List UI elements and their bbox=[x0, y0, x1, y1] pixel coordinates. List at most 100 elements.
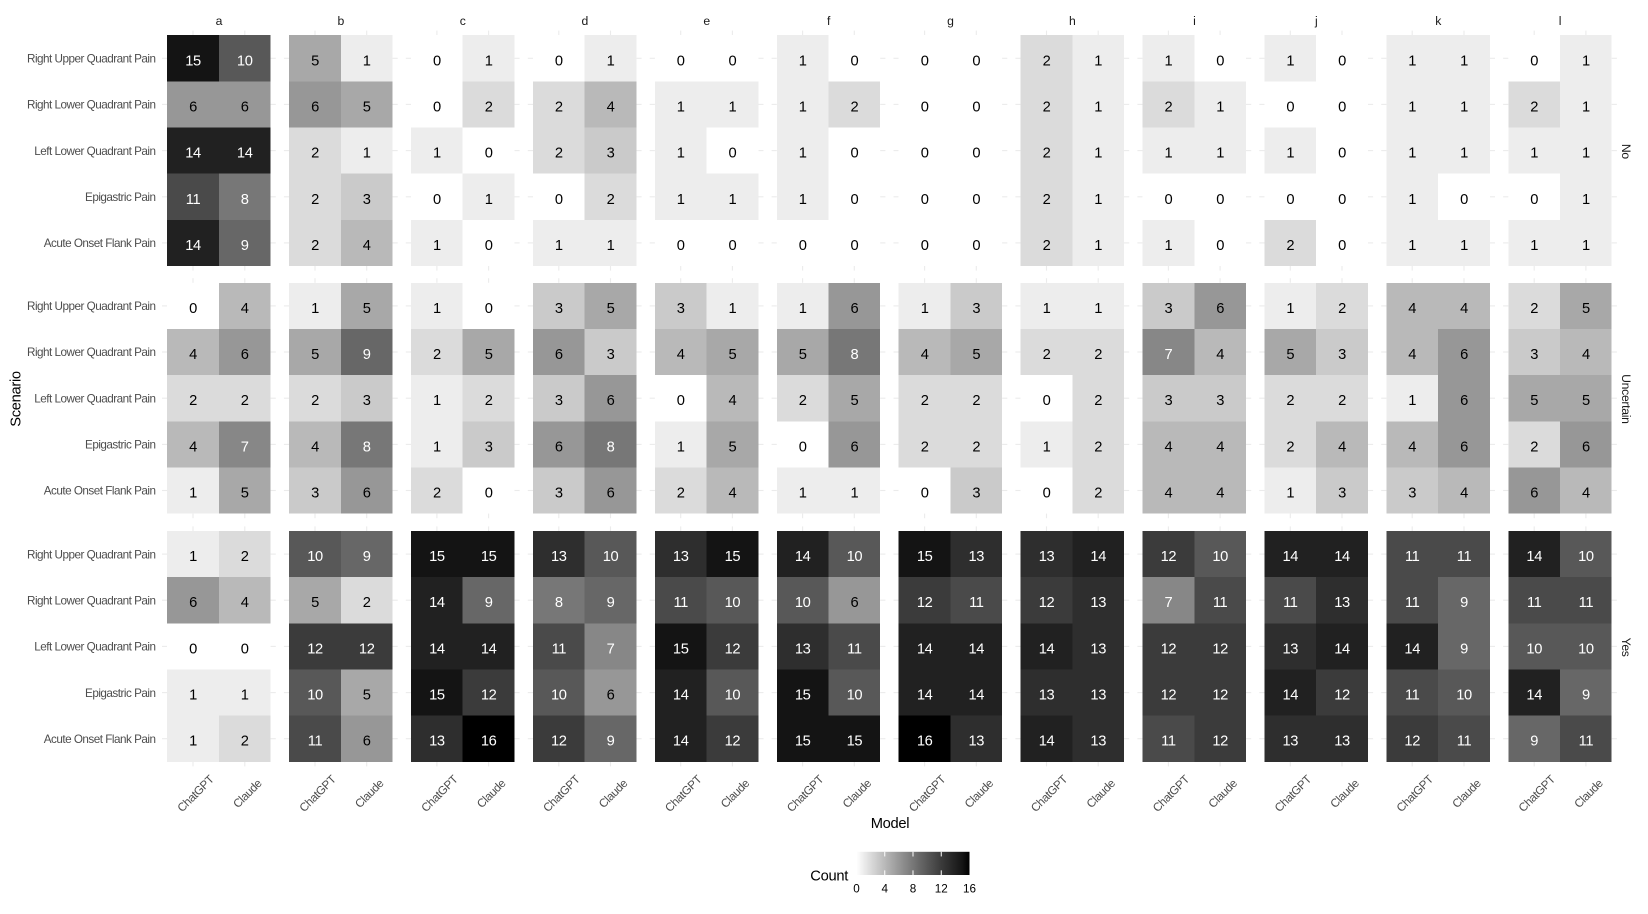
svg-text:2: 2 bbox=[433, 347, 441, 363]
svg-text:4: 4 bbox=[1408, 439, 1416, 455]
svg-text:13: 13 bbox=[1090, 595, 1106, 611]
svg-text:1: 1 bbox=[1582, 99, 1590, 115]
svg-text:2: 2 bbox=[311, 146, 319, 162]
svg-text:1: 1 bbox=[1460, 99, 1468, 115]
svg-text:0: 0 bbox=[1165, 192, 1173, 208]
svg-text:0: 0 bbox=[1043, 486, 1051, 502]
svg-text:6: 6 bbox=[311, 99, 319, 115]
svg-text:0: 0 bbox=[921, 486, 929, 502]
svg-text:4: 4 bbox=[189, 347, 197, 363]
svg-text:12: 12 bbox=[935, 883, 948, 896]
svg-text:2: 2 bbox=[1043, 192, 1051, 208]
svg-text:11: 11 bbox=[969, 595, 984, 611]
svg-text:0: 0 bbox=[189, 301, 197, 317]
svg-text:1: 1 bbox=[729, 192, 737, 208]
svg-text:1: 1 bbox=[1460, 146, 1468, 162]
svg-text:2: 2 bbox=[921, 393, 929, 409]
svg-text:11: 11 bbox=[1405, 549, 1420, 565]
svg-text:7: 7 bbox=[607, 641, 615, 657]
svg-text:0: 0 bbox=[677, 393, 685, 409]
svg-text:1: 1 bbox=[1286, 301, 1294, 317]
svg-text:1: 1 bbox=[1165, 238, 1173, 254]
svg-text:2: 2 bbox=[1530, 99, 1538, 115]
svg-text:5: 5 bbox=[729, 347, 737, 363]
svg-text:2: 2 bbox=[555, 99, 563, 115]
svg-text:4: 4 bbox=[1460, 301, 1468, 317]
svg-text:6: 6 bbox=[1530, 486, 1538, 502]
svg-text:14: 14 bbox=[429, 595, 445, 611]
svg-text:12: 12 bbox=[481, 688, 497, 704]
svg-text:0: 0 bbox=[1286, 99, 1294, 115]
svg-text:3: 3 bbox=[555, 301, 563, 317]
svg-text:1: 1 bbox=[241, 688, 249, 704]
svg-text:1: 1 bbox=[363, 146, 371, 162]
svg-text:8: 8 bbox=[607, 439, 615, 455]
svg-text:1: 1 bbox=[1408, 146, 1416, 162]
svg-text:6: 6 bbox=[607, 688, 615, 704]
svg-text:2: 2 bbox=[1094, 393, 1102, 409]
svg-text:14: 14 bbox=[1334, 549, 1350, 565]
svg-text:4: 4 bbox=[1582, 486, 1590, 502]
svg-text:0: 0 bbox=[1530, 53, 1538, 69]
svg-text:l: l bbox=[1559, 14, 1561, 28]
svg-text:10: 10 bbox=[1526, 641, 1542, 657]
svg-text:1: 1 bbox=[1094, 238, 1102, 254]
svg-text:4: 4 bbox=[1216, 439, 1224, 455]
svg-text:14: 14 bbox=[673, 688, 689, 704]
svg-text:2: 2 bbox=[311, 192, 319, 208]
svg-text:Right Upper Quadrant Pain: Right Upper Quadrant Pain bbox=[27, 53, 155, 66]
svg-text:a: a bbox=[216, 14, 223, 28]
svg-text:0: 0 bbox=[1460, 192, 1468, 208]
svg-text:1: 1 bbox=[1094, 99, 1102, 115]
svg-text:2: 2 bbox=[1286, 238, 1294, 254]
svg-text:12: 12 bbox=[1334, 688, 1350, 704]
svg-text:1: 1 bbox=[433, 238, 441, 254]
svg-text:e: e bbox=[703, 14, 710, 28]
svg-text:9: 9 bbox=[1582, 688, 1590, 704]
svg-text:11: 11 bbox=[308, 734, 323, 750]
svg-text:1: 1 bbox=[799, 486, 807, 502]
svg-text:1: 1 bbox=[677, 192, 685, 208]
svg-text:Right Upper Quadrant Pain: Right Upper Quadrant Pain bbox=[27, 548, 155, 561]
svg-text:11: 11 bbox=[1213, 595, 1228, 611]
svg-text:14: 14 bbox=[1090, 549, 1106, 565]
svg-text:2: 2 bbox=[485, 99, 493, 115]
svg-text:0: 0 bbox=[555, 53, 563, 69]
svg-text:13: 13 bbox=[1090, 641, 1106, 657]
svg-text:4: 4 bbox=[1165, 439, 1173, 455]
svg-text:1: 1 bbox=[729, 99, 737, 115]
svg-text:11: 11 bbox=[1579, 734, 1594, 750]
svg-text:14: 14 bbox=[1526, 688, 1542, 704]
svg-text:11: 11 bbox=[1457, 734, 1472, 750]
svg-text:13: 13 bbox=[1090, 688, 1106, 704]
svg-text:1: 1 bbox=[1408, 99, 1416, 115]
svg-text:0: 0 bbox=[799, 439, 807, 455]
svg-text:15: 15 bbox=[673, 641, 689, 657]
svg-text:Right Upper Quadrant Pain: Right Upper Quadrant Pain bbox=[27, 300, 155, 313]
svg-text:2: 2 bbox=[1043, 53, 1051, 69]
svg-text:1: 1 bbox=[799, 53, 807, 69]
svg-text:2: 2 bbox=[1094, 439, 1102, 455]
svg-text:6: 6 bbox=[241, 347, 249, 363]
svg-text:2: 2 bbox=[921, 439, 929, 455]
svg-text:1: 1 bbox=[189, 486, 197, 502]
svg-text:2: 2 bbox=[485, 393, 493, 409]
svg-text:1: 1 bbox=[921, 301, 929, 317]
svg-text:2: 2 bbox=[1165, 99, 1173, 115]
svg-text:2: 2 bbox=[1286, 439, 1294, 455]
svg-text:0: 0 bbox=[241, 641, 249, 657]
svg-text:1: 1 bbox=[729, 301, 737, 317]
svg-text:12: 12 bbox=[1212, 688, 1228, 704]
svg-text:13: 13 bbox=[1334, 734, 1350, 750]
svg-text:2: 2 bbox=[972, 393, 980, 409]
svg-text:1: 1 bbox=[189, 549, 197, 565]
svg-text:1: 1 bbox=[1094, 192, 1102, 208]
svg-text:Count: Count bbox=[810, 869, 848, 885]
svg-text:6: 6 bbox=[189, 99, 197, 115]
svg-text:6: 6 bbox=[555, 439, 563, 455]
svg-text:15: 15 bbox=[847, 734, 863, 750]
svg-text:4: 4 bbox=[241, 301, 249, 317]
svg-text:14: 14 bbox=[1039, 641, 1055, 657]
svg-text:11: 11 bbox=[1579, 595, 1594, 611]
svg-text:8: 8 bbox=[910, 883, 917, 896]
